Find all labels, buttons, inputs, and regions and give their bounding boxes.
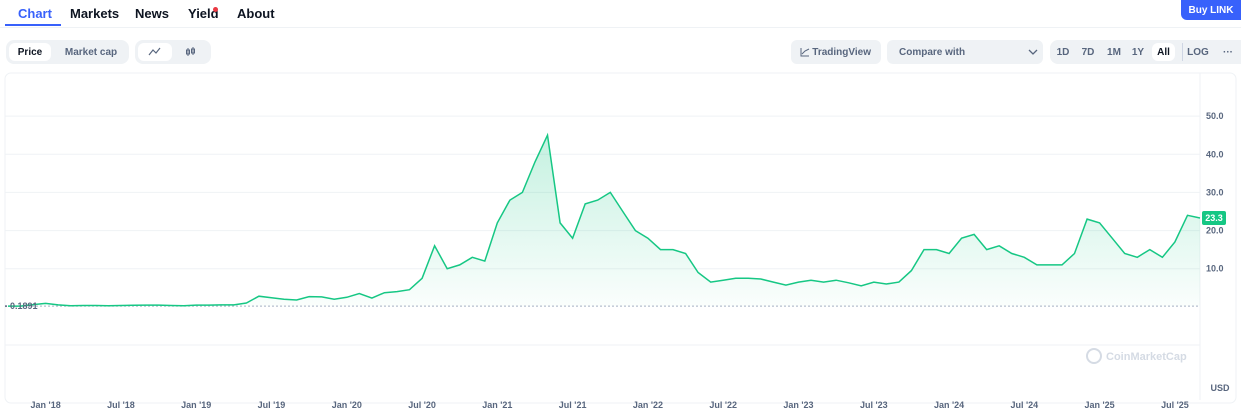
y-tick-label: 30.0 [1206,187,1224,197]
current-price-badge [1202,210,1226,225]
log-toggle[interactable]: LOG [1182,43,1213,61]
range[interactable]: 7D [1081,46,1095,58]
range[interactable]: 1M [1107,46,1121,58]
x-tick-label: Jan '18 [31,400,61,410]
x-tick-label: Jul '19 [258,400,286,410]
segment[interactable]: Market cap [64,46,118,58]
y-tick-label: 20.0 [1206,226,1224,236]
unit-label: USD [1210,383,1230,393]
x-tick-label: Jan '21 [482,400,512,410]
segment[interactable]: Price [9,43,51,61]
tab[interactable]: News [135,6,169,21]
range[interactable]: All [1152,43,1175,61]
start-dot [5,305,7,308]
tv-icon [800,48,810,57]
area-fill [8,135,1200,307]
x-tick-label: Jul '21 [559,400,587,410]
compare-dropdown[interactable]: Compare with [887,40,1043,64]
divider [0,27,1241,28]
x-tick-label: Jul '23 [860,400,888,410]
tab[interactable]: Chart [18,6,52,21]
x-tick-label: Jan '19 [181,400,211,410]
buy-button[interactable]: Buy LINK [1181,0,1241,20]
chart-frame [4,72,1237,404]
watermark: CoinMarketCap [1106,351,1187,363]
range[interactable]: 1D [1056,46,1070,58]
tab-underline [5,24,61,26]
y-tick-label: 50.0 [1206,111,1224,121]
chart-type-toggle[interactable] [135,40,211,64]
more-button[interactable]: ··· [1223,46,1233,58]
tab[interactable]: About [237,6,275,21]
x-tick-label: Jul '25 [1161,400,1189,410]
icons [138,43,195,61]
range[interactable]: 1Y [1131,46,1145,58]
price-line [8,132,1201,307]
x-tick-label: Jan '20 [332,400,362,410]
x-tick-label: Jan '23 [783,400,813,410]
range-selector [1050,40,1241,64]
chevron [1028,49,1038,55]
tradingview-button[interactable]: TradingView [791,40,881,64]
tab[interactable]: Markets [70,6,120,21]
x-tick-label: Jul '20 [408,400,436,410]
current-price-label: 23.3 [1205,213,1223,223]
y-tick-label: 40.0 [1206,149,1224,159]
x-tick-label: Jul '22 [709,400,737,410]
y-tick-label: 10.0 [1206,264,1224,274]
start-price-label: 0.1891 [10,301,38,311]
x-tick-label: Jul '18 [107,400,135,410]
x-tick-label: Jan '25 [1085,400,1115,410]
tab[interactable]: Yield [188,6,219,21]
x-tick-label: Jul '24 [1011,400,1039,410]
badge-dot [213,7,218,12]
watermark-logo [1086,348,1102,364]
x-tick-label: Jan '22 [633,400,663,410]
x-tick-label: Jan '24 [934,400,964,410]
